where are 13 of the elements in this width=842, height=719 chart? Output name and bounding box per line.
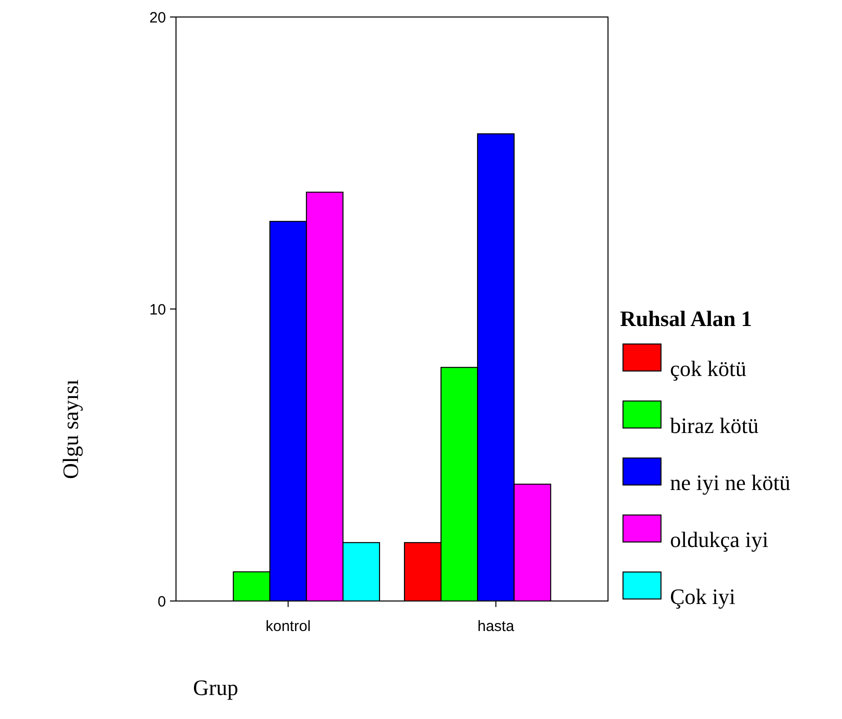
x-tick-label: kontrol (266, 618, 311, 635)
y-axis-title: Olgu sayısı (58, 379, 83, 479)
legend-label: ne iyi ne kötü (670, 470, 790, 495)
y-tick-label: 0 (158, 593, 166, 610)
legend-label: oldukça iyi (670, 527, 768, 552)
legend-label: Çok iyi (670, 584, 736, 609)
legend-title: Ruhsal Alan 1 (620, 306, 752, 331)
x-tick-label: hasta (477, 618, 515, 635)
legend-label: biraz kötü (670, 413, 759, 438)
x-axis-title: Grup (193, 675, 238, 700)
y-tick-label: 20 (149, 9, 166, 26)
legend-label: çok kötü (670, 356, 746, 381)
y-tick-label: 10 (149, 301, 166, 318)
